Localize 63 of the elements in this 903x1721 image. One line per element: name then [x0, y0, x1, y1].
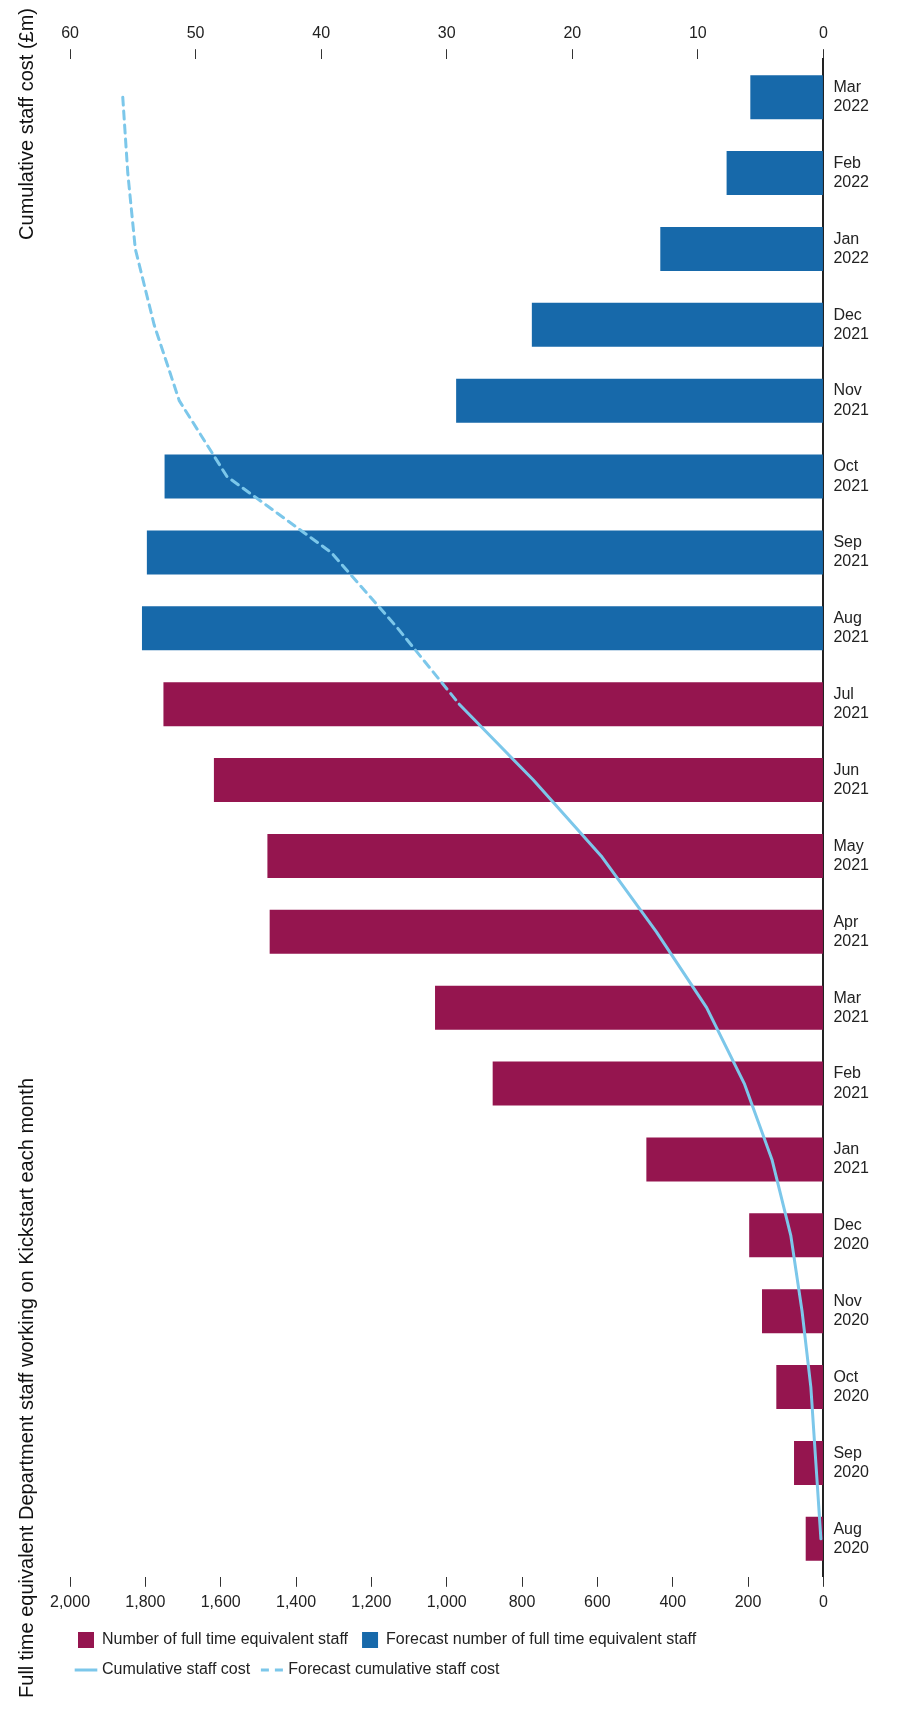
x2-axis-title: Cumulative staff cost (£m): [14, 8, 38, 240]
y-tick-label: Dec 2020: [833, 1216, 870, 1253]
bar: [146, 530, 823, 575]
x-tick-label: 1,000: [426, 1592, 467, 1610]
y-tick-label: Mar 2021: [833, 988, 870, 1025]
bar: [456, 378, 823, 423]
bar: [805, 1516, 823, 1561]
legend-label: Forecast number of full time equivalent staff: [386, 1630, 697, 1648]
y-tick-label: Mar 2022: [833, 77, 870, 115]
x-tick-label: 1,400: [276, 1592, 317, 1610]
y-tick-label: Jan 2021: [833, 1140, 870, 1177]
x-tick-label: 1,200: [351, 1592, 392, 1610]
x-tick-label: 1,600: [200, 1592, 241, 1610]
bar: [164, 454, 823, 499]
x2-tick-label: 20: [563, 24, 582, 42]
bar: [141, 606, 823, 651]
x-tick-label: 800: [508, 1592, 536, 1610]
bar: [646, 1137, 823, 1182]
y-tick-label: Sep 2020: [833, 1443, 870, 1480]
bar: [776, 1365, 823, 1410]
x2-tick-label: 10: [688, 24, 707, 42]
y-tick-label: Aug 2020: [833, 1519, 870, 1556]
y-tick-label: Feb 2021: [833, 1064, 870, 1101]
legend-label: Forecast cumulative staff cost: [288, 1660, 501, 1678]
y-tick-label: Feb 2022: [833, 153, 870, 191]
y-tick-label: Oct 2021: [833, 457, 870, 494]
bar: [269, 909, 823, 954]
x2-tick-label: 0: [818, 24, 828, 42]
y-tick-label: May 2021: [833, 836, 870, 873]
bar: [492, 1061, 823, 1106]
y-tick-label: Dec 2021: [833, 305, 870, 342]
x-tick-label: 200: [734, 1592, 762, 1610]
y-tick-label: Nov 2021: [833, 381, 870, 418]
bar: [163, 682, 823, 727]
y-tick-label: Nov 2020: [833, 1292, 870, 1329]
x2-tick-label: 30: [437, 24, 456, 42]
x-tick-label: 400: [659, 1592, 687, 1610]
x-tick-label: 1,800: [125, 1592, 166, 1610]
y-tick-label: Jul 2021: [833, 684, 870, 722]
y-tick-label: Sep 2021: [833, 533, 870, 570]
y-tick-label: Apr 2021: [833, 912, 870, 949]
x-tick-label: 2,000: [50, 1592, 91, 1610]
bar: [531, 302, 823, 347]
x-tick-label: 0: [818, 1592, 828, 1610]
y-tick-label: Aug 2021: [833, 609, 870, 646]
x2-tick-label: 40: [312, 24, 331, 42]
bar: [435, 985, 823, 1030]
bar: [660, 226, 823, 271]
y-tick-label: Jun 2021: [833, 760, 870, 798]
bar: [762, 1289, 823, 1334]
legend-label: Number of full time equivalent staff: [102, 1630, 349, 1648]
bar: [267, 833, 823, 878]
y-tick-label: Jan 2022: [833, 229, 870, 266]
x2-tick-label: 50: [186, 24, 205, 42]
bar: [213, 758, 823, 803]
text: Full time equivalent Department staff working on Kickstart each month: [14, 1078, 38, 1698]
x-tick-label: 600: [584, 1592, 611, 1610]
legend-label: Cumulative staff cost: [102, 1660, 251, 1678]
y-tick-label: Oct 2020: [833, 1367, 870, 1405]
bar: [750, 75, 823, 120]
bar: [749, 1213, 823, 1258]
x2-tick-label: 60: [61, 24, 80, 42]
bar: [726, 151, 823, 196]
